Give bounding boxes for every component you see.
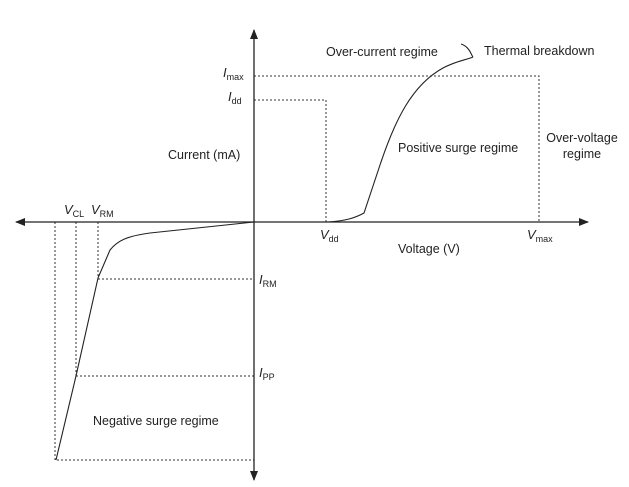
vcl-label: VCL xyxy=(64,202,84,219)
positive-surge-label: Positive surge regime xyxy=(398,141,518,155)
ipp-label: IPP xyxy=(259,365,275,382)
vmax-label: Vmax xyxy=(527,227,553,244)
vdd-label: Vdd xyxy=(320,227,339,244)
negative-iv-curve xyxy=(55,221,255,461)
over-voltage-label-line1: Over-voltage xyxy=(546,131,618,145)
idd-label: Idd xyxy=(228,89,242,106)
over-current-label: Over-current regime xyxy=(326,45,438,59)
voltage-axis-label: Voltage (V) xyxy=(398,242,460,256)
imax-label: Imax xyxy=(223,65,244,82)
positive-iv-curve xyxy=(254,56,474,223)
irm-label: IRM xyxy=(259,272,277,289)
thermal-breakdown-leader xyxy=(460,43,474,58)
over-voltage-label-line2: regime xyxy=(563,147,601,161)
thermal-breakdown-label: Thermal breakdown xyxy=(484,44,595,58)
vrm-label: VRM xyxy=(91,202,114,219)
negative-surge-label: Negative surge regime xyxy=(93,414,219,428)
current-axis-label: Current (mA) xyxy=(168,148,240,162)
